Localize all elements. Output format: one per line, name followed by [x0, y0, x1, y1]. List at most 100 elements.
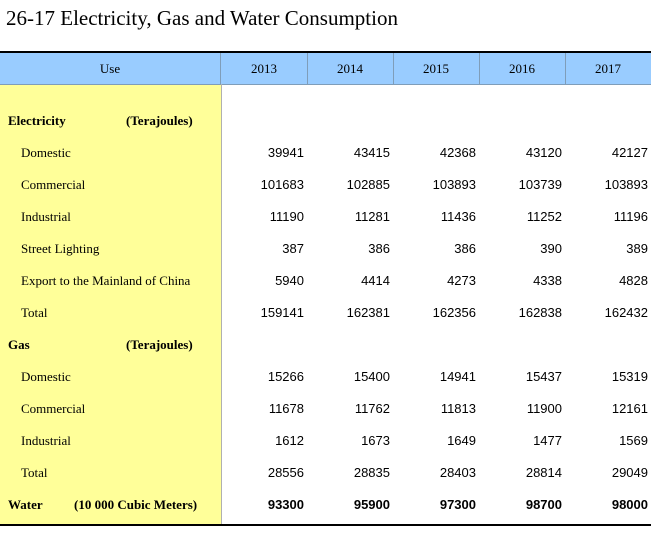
value-cell: 42368	[439, 145, 476, 160]
value-cell: 28403	[439, 465, 476, 480]
row-label: Export to the Mainland of China	[21, 273, 191, 288]
bottom-rule	[0, 524, 651, 526]
table-row: Electricity (Terajoules)	[0, 105, 651, 137]
value-cell: 11196	[613, 209, 648, 224]
value-cell: 15437	[525, 369, 562, 384]
value-cell: 15400	[353, 369, 390, 384]
value-cell: 1612	[275, 433, 304, 448]
header-divider	[307, 53, 308, 84]
row-label: Commercial	[21, 401, 86, 416]
table-row: Commercial 101683 102885 103893 103739 103893	[0, 169, 651, 201]
table-row: Export to the Mainland of China 5940 4414 4…	[0, 265, 651, 297]
header-divider	[565, 53, 566, 84]
table-row: Street Lighting 387 386 386 390 389	[0, 233, 651, 265]
value-cell: 4338	[533, 273, 562, 288]
header-year: 2013	[251, 61, 277, 76]
value-cell: 42127	[611, 145, 648, 160]
value-cell: 98000	[611, 497, 648, 512]
table-row: Industrial 1612 1673 1649 1477 1569	[0, 425, 651, 457]
row-label: Industrial	[21, 209, 71, 224]
value-cell: 1673	[361, 433, 390, 448]
use-column-background	[0, 84, 221, 524]
value-cell: 102885	[346, 177, 390, 192]
value-cell: 103739	[518, 177, 562, 192]
value-cell: 162432	[604, 305, 648, 320]
table-row: Water (10 000 Cubic Meters) 93300 95900 9730…	[0, 489, 651, 521]
table-header: Use 2013 2014 2015 2016 2017	[0, 53, 651, 85]
row-label: Commercial	[21, 177, 86, 192]
value-cell: 4414	[361, 273, 390, 288]
value-cell: 14941	[439, 369, 476, 384]
value-cell: 28556	[267, 465, 304, 480]
row-label: Domestic	[21, 369, 71, 384]
unit-label: (Terajoules)	[126, 113, 193, 128]
table-row: Domestic 15266 15400 14941 15437 15319	[0, 361, 651, 393]
header-use: Use	[0, 53, 221, 84]
value-cell: 98700	[525, 497, 562, 512]
row-label: Total	[21, 465, 48, 480]
value-cell: 162838	[518, 305, 562, 320]
header-year: 2014	[337, 61, 363, 76]
value-cell: 15266	[267, 369, 304, 384]
value-cell: 387	[282, 241, 304, 256]
value-cell: 28835	[353, 465, 390, 480]
value-cell: 4273	[447, 273, 476, 288]
header-year: 2017	[595, 61, 621, 76]
value-cell: 15319	[611, 369, 648, 384]
value-cell: 386	[368, 241, 390, 256]
value-cell: 43415	[353, 145, 390, 160]
row-label: Total	[21, 305, 48, 320]
table-row: Domestic 39941 43415 42368 43120 42127	[0, 137, 651, 169]
value-cell: 159141	[260, 305, 304, 320]
section-label: Gas	[8, 337, 30, 352]
value-cell: 386	[454, 241, 476, 256]
header-year: 2016	[509, 61, 535, 76]
row-label: Domestic	[21, 145, 71, 160]
section-label: Water	[8, 497, 43, 512]
page-title: 26-17 Electricity, Gas and Water Consump…	[6, 6, 398, 30]
value-cell: 11281	[354, 209, 390, 224]
value-cell: 28814	[525, 465, 562, 480]
value-cell: 11813	[440, 401, 476, 416]
value-cell: 389	[626, 241, 648, 256]
value-cell: 1569	[619, 433, 648, 448]
value-cell: 103893	[604, 177, 648, 192]
value-cell: 4828	[619, 273, 648, 288]
value-cell: 12161	[611, 401, 648, 416]
row-label: Industrial	[21, 433, 71, 448]
value-cell: 93300	[267, 497, 304, 512]
value-cell: 11190	[269, 209, 304, 224]
unit-label: (Terajoules)	[126, 337, 193, 352]
value-cell: 1649	[447, 433, 476, 448]
value-cell: 11436	[440, 209, 476, 224]
value-cell: 11252	[526, 209, 562, 224]
row-label: Street Lighting	[21, 241, 100, 256]
value-cell: 39941	[267, 145, 304, 160]
table-row: Total 159141 162381 162356 162838 162432	[0, 297, 651, 329]
header-divider	[479, 53, 480, 84]
value-cell: 5940	[275, 273, 304, 288]
header-year: 2015	[423, 61, 449, 76]
value-cell: 162381	[346, 305, 390, 320]
value-cell: 11900	[526, 401, 562, 416]
value-cell: 97300	[439, 497, 476, 512]
value-cell: 162356	[432, 305, 476, 320]
table-row: Commercial 11678 11762 11813 11900 12161	[0, 393, 651, 425]
table-row: Gas (Terajoules)	[0, 329, 651, 361]
value-cell: 29049	[611, 465, 648, 480]
unit-label: (10 000 Cubic Meters)	[74, 497, 198, 512]
value-cell: 95900	[353, 497, 390, 512]
value-cell: 103893	[432, 177, 476, 192]
value-cell: 101683	[260, 177, 304, 192]
use-column-divider	[221, 84, 222, 524]
value-cell: 43120	[525, 145, 562, 160]
header-divider	[393, 53, 394, 84]
table-row: Industrial 11190 11281 11436 11252 11196	[0, 201, 651, 233]
section-label: Electricity	[8, 113, 66, 128]
top-rule	[0, 51, 651, 53]
value-cell: 1477	[533, 433, 562, 448]
value-cell: 11678	[268, 401, 304, 416]
value-cell: 390	[540, 241, 562, 256]
table-row: Total 28556 28835 28403 28814 29049	[0, 457, 651, 489]
value-cell: 11762	[354, 401, 390, 416]
